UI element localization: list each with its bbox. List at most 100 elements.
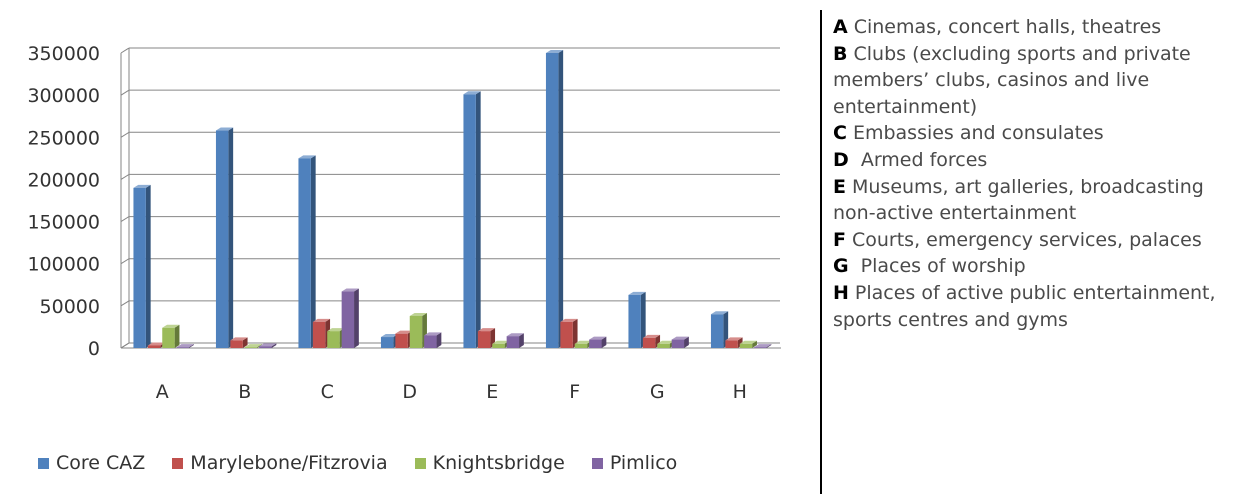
bar-top <box>312 318 331 322</box>
y-tick-label: 350000 <box>27 43 100 65</box>
bar-front <box>628 294 641 348</box>
bar <box>341 288 359 348</box>
bar <box>754 344 772 348</box>
legend-label-marylebone-fitzrovia: Marylebone/Fitzrovia <box>190 452 388 474</box>
key-letter: H <box>833 281 849 304</box>
bar <box>628 291 646 348</box>
legend-label-core-caz: Core CAZ <box>56 452 146 474</box>
key-text: Clubs (excluding sports and private memb… <box>833 42 1191 118</box>
y-tick-label: 300000 <box>27 85 100 107</box>
key-text: Places of active public entertainment, s… <box>833 281 1216 331</box>
key-row-f: F Courts, emergency services, palaces <box>833 227 1243 254</box>
bar-front <box>710 314 724 348</box>
bar-side <box>189 344 194 348</box>
bar-top <box>133 184 151 188</box>
bar-front <box>312 321 326 348</box>
bar <box>424 332 442 348</box>
bar-top <box>492 340 510 344</box>
bar-front <box>545 53 559 348</box>
x-tick-label: G <box>650 381 665 403</box>
chart-legend: Core CAZ Marylebone/Fitzrovia Knightsbri… <box>38 452 704 474</box>
y-tick-label: 150000 <box>27 212 100 234</box>
key-letter: G <box>833 255 849 278</box>
legend-item-pimlico: Pimlico <box>591 452 677 474</box>
legend-swatch-marylebone-fitzrovia <box>172 457 184 469</box>
key-row-a: A Cinemas, concert halls, theatres <box>833 14 1243 41</box>
bar-front <box>215 130 229 348</box>
bar-side <box>242 337 248 348</box>
bar <box>710 311 729 348</box>
key-letter: C <box>833 122 847 145</box>
gridline-depth <box>120 216 130 222</box>
x-tick-label: F <box>569 381 580 403</box>
bar-top <box>710 311 729 315</box>
bar-front <box>341 291 355 348</box>
gridline-depth <box>120 89 130 96</box>
bar-front <box>642 337 656 348</box>
bar-front <box>506 336 520 348</box>
bar-top <box>424 332 442 336</box>
bar-front <box>259 346 272 348</box>
bar-front <box>560 321 573 348</box>
bar-top <box>215 127 234 131</box>
bar <box>671 336 689 348</box>
bar-front <box>492 343 505 348</box>
bar-top <box>298 155 316 159</box>
gridline-depth <box>120 174 130 180</box>
key-row-c: C Embassies and consulates <box>833 120 1243 147</box>
bar <box>215 127 234 349</box>
bar-front <box>395 333 408 348</box>
y-tick-label: 200000 <box>27 169 100 191</box>
bar-front <box>477 331 491 348</box>
bar-top <box>754 344 772 348</box>
bar-side <box>310 155 316 348</box>
gridline-depth <box>120 258 130 265</box>
bar-side <box>601 336 607 348</box>
gridline-depth <box>120 131 130 138</box>
bar <box>298 155 316 348</box>
bar <box>589 336 607 348</box>
bar-front <box>162 327 175 348</box>
bar-front <box>298 158 311 348</box>
bar-side <box>752 340 757 348</box>
key-text: Cinemas, concert halls, theatres <box>853 16 1162 38</box>
legend-swatch-knightsbridge <box>414 457 426 469</box>
bar-front <box>244 347 258 348</box>
bar-side <box>558 50 564 348</box>
y-tick-label: 50000 <box>40 296 100 318</box>
bar-side <box>766 344 772 348</box>
key-row-b: B Clubs (excluding sports and private mem… <box>833 41 1243 121</box>
bar-top <box>463 91 481 95</box>
bar-top <box>380 334 399 338</box>
bar-front <box>657 343 670 348</box>
bar-top <box>259 343 277 347</box>
key-letter: F <box>833 228 846 251</box>
bar <box>506 333 524 348</box>
bar-top <box>244 344 262 348</box>
bar-top <box>642 334 661 338</box>
bar-top <box>671 336 689 340</box>
bar-side <box>684 336 689 348</box>
bar <box>739 340 757 348</box>
y-tick-label: 250000 <box>27 127 100 149</box>
y-tick-label: 0 <box>88 338 100 360</box>
bar-top <box>628 291 646 295</box>
bar-top <box>327 328 345 332</box>
key-row-g: G Places of worship <box>833 253 1243 280</box>
bar-top <box>230 337 248 341</box>
bar-front <box>725 340 738 348</box>
key-row-e: E Museums, art galleries, broadcasting no… <box>833 174 1243 227</box>
bar-front <box>574 343 588 348</box>
bar-side <box>354 288 359 348</box>
panel-divider <box>820 10 822 494</box>
key-letter: B <box>833 42 848 65</box>
key-text: Courts, emergency services, palaces <box>851 228 1202 251</box>
x-tick-label: H <box>733 381 747 403</box>
x-tick-label: C <box>321 381 334 403</box>
bar-side <box>228 127 234 349</box>
bar-front <box>133 187 146 348</box>
bar-front <box>671 339 685 348</box>
bar <box>162 324 180 348</box>
chart: 0 50000 100000 150000 200000 250000 300000 3500… <box>27 43 781 474</box>
bar-side <box>475 91 481 349</box>
